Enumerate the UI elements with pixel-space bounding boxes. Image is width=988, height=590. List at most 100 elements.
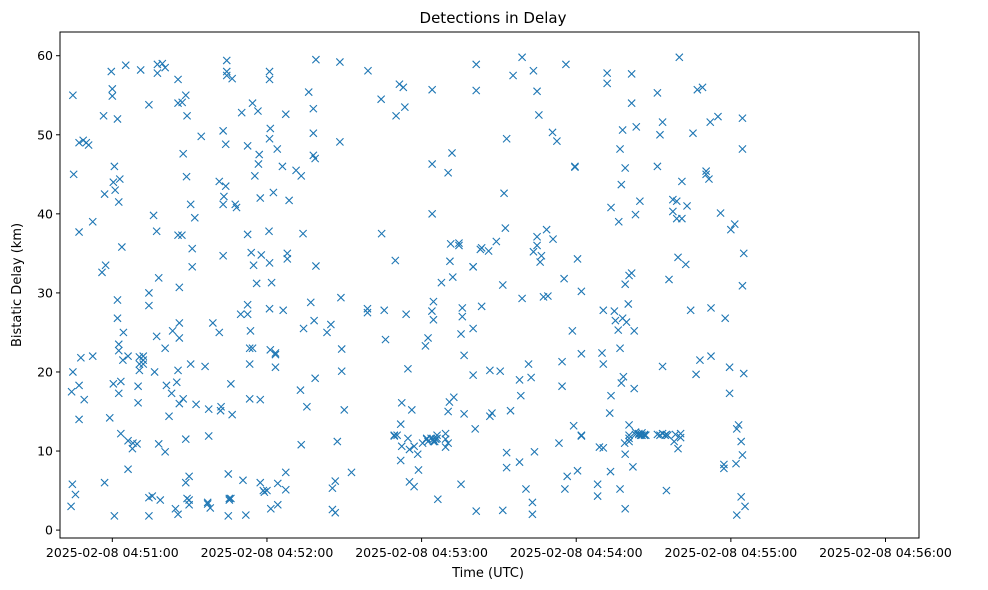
data-point xyxy=(179,149,188,158)
data-point xyxy=(245,344,254,353)
data-point xyxy=(249,261,258,270)
data-point xyxy=(738,450,747,459)
data-point xyxy=(279,306,288,315)
data-point xyxy=(283,254,292,263)
data-point xyxy=(737,492,746,501)
x-tick-label: 2025-02-08 04:54:00 xyxy=(510,545,643,560)
data-point xyxy=(616,344,625,353)
data-point xyxy=(174,231,183,240)
data-point xyxy=(204,405,213,414)
data-point xyxy=(134,398,143,407)
data-point xyxy=(243,310,252,319)
data-point xyxy=(167,389,176,398)
data-point xyxy=(271,349,280,357)
data-point xyxy=(695,356,704,365)
data-point xyxy=(460,409,469,418)
data-point xyxy=(266,124,275,133)
data-point xyxy=(627,99,636,108)
data-point xyxy=(161,63,170,72)
x-axis: 2025-02-08 04:51:00 2025-02-08 04:52:00 20… xyxy=(46,538,952,560)
data-point xyxy=(281,485,290,494)
y-tick-label: 40 xyxy=(37,206,53,221)
data-point xyxy=(668,207,677,216)
data-point xyxy=(524,360,533,369)
data-point xyxy=(265,227,274,236)
data-point xyxy=(228,410,237,419)
data-point xyxy=(515,458,524,467)
data-point xyxy=(110,511,119,520)
data-point xyxy=(692,370,701,379)
data-point xyxy=(732,424,741,433)
data-point xyxy=(336,293,345,302)
data-point xyxy=(725,363,734,372)
data-point xyxy=(278,162,287,171)
data-point xyxy=(172,378,181,387)
data-point xyxy=(124,352,133,361)
data-point xyxy=(168,326,177,335)
data-point xyxy=(496,367,505,376)
data-point xyxy=(222,56,231,65)
y-tick-label: 0 xyxy=(45,523,53,538)
data-point xyxy=(181,91,190,100)
data-point xyxy=(707,352,716,361)
data-point xyxy=(704,175,713,184)
data-point xyxy=(219,192,228,201)
data-point xyxy=(560,274,569,283)
data-point xyxy=(247,248,256,257)
data-point xyxy=(156,496,165,505)
data-point xyxy=(150,367,159,376)
data-point xyxy=(380,306,389,315)
data-point xyxy=(621,163,630,172)
data-point xyxy=(741,502,750,511)
data-point xyxy=(429,297,438,306)
data-point xyxy=(323,328,331,337)
data-point xyxy=(306,298,315,307)
data-point xyxy=(174,510,183,519)
data-point xyxy=(228,74,237,83)
data-point xyxy=(206,503,215,512)
data-point xyxy=(738,145,747,154)
data-point xyxy=(677,214,686,223)
data-point xyxy=(76,353,85,362)
data-point xyxy=(621,504,630,513)
data-point xyxy=(739,249,748,258)
data-point xyxy=(175,283,184,292)
data-point xyxy=(273,500,282,509)
data-point xyxy=(573,254,582,263)
data-point xyxy=(331,477,340,486)
data-point xyxy=(250,171,259,180)
data-point xyxy=(267,278,276,287)
data-point xyxy=(529,247,538,256)
data-point xyxy=(133,439,142,448)
data-point xyxy=(536,258,545,267)
data-point xyxy=(98,268,106,277)
data-point xyxy=(603,79,612,88)
data-point xyxy=(165,412,174,421)
data-point xyxy=(625,437,634,446)
data-point xyxy=(502,463,511,472)
data-point xyxy=(658,362,667,371)
data-point xyxy=(185,472,194,481)
data-point xyxy=(273,479,282,488)
data-point xyxy=(219,200,228,209)
data-point xyxy=(739,369,748,378)
data-point xyxy=(537,251,546,260)
data-point xyxy=(113,296,122,305)
data-point xyxy=(310,316,319,325)
data-point xyxy=(71,490,80,499)
data-point xyxy=(624,299,633,308)
data-point xyxy=(577,432,586,440)
data-point xyxy=(265,75,274,84)
data-point xyxy=(573,466,582,475)
data-point xyxy=(603,69,612,78)
data-point xyxy=(428,160,437,169)
data-point xyxy=(402,310,411,319)
data-point xyxy=(262,486,271,495)
data-point xyxy=(716,209,725,218)
x-tick-label: 2025-02-08 04:51:00 xyxy=(46,545,179,560)
data-point xyxy=(219,251,228,260)
data-point xyxy=(533,232,542,241)
data-point xyxy=(363,66,372,75)
data-point xyxy=(377,229,386,238)
data-point xyxy=(281,110,290,119)
